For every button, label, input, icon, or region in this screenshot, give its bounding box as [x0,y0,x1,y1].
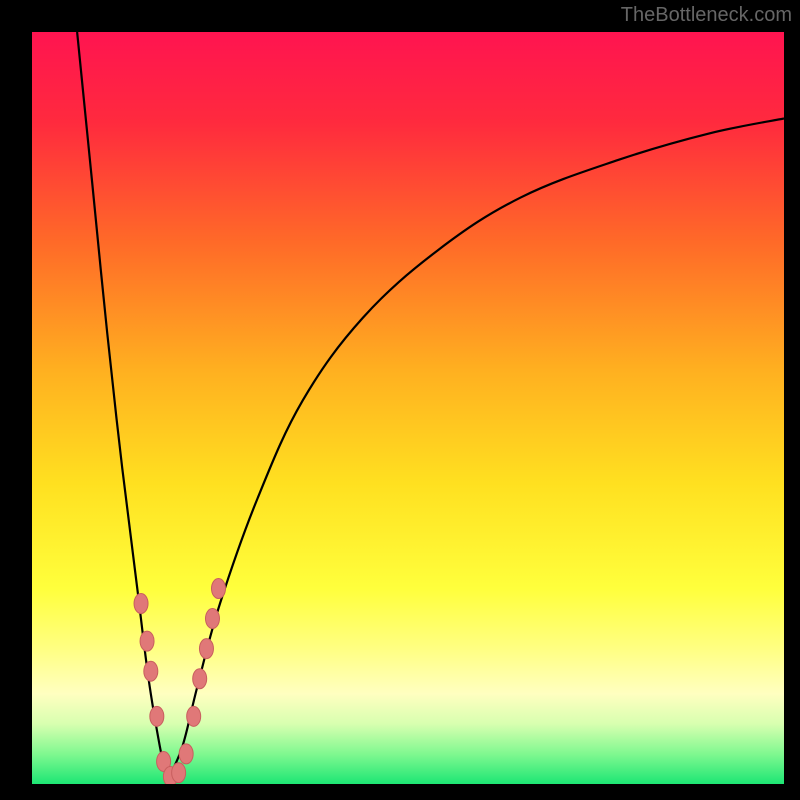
chart-svg [32,32,784,784]
data-marker [193,669,207,689]
data-marker [199,639,213,659]
data-marker [144,661,158,681]
data-marker [134,594,148,614]
marker-group [134,578,225,784]
data-marker [150,706,164,726]
watermark-text: TheBottleneck.com [621,4,792,27]
plot-area [32,32,784,784]
data-marker [179,744,193,764]
data-marker [205,609,219,629]
data-marker [187,706,201,726]
data-marker [140,631,154,651]
data-marker [211,578,225,598]
bottleneck-curve-right [167,118,784,780]
data-marker [172,763,186,783]
